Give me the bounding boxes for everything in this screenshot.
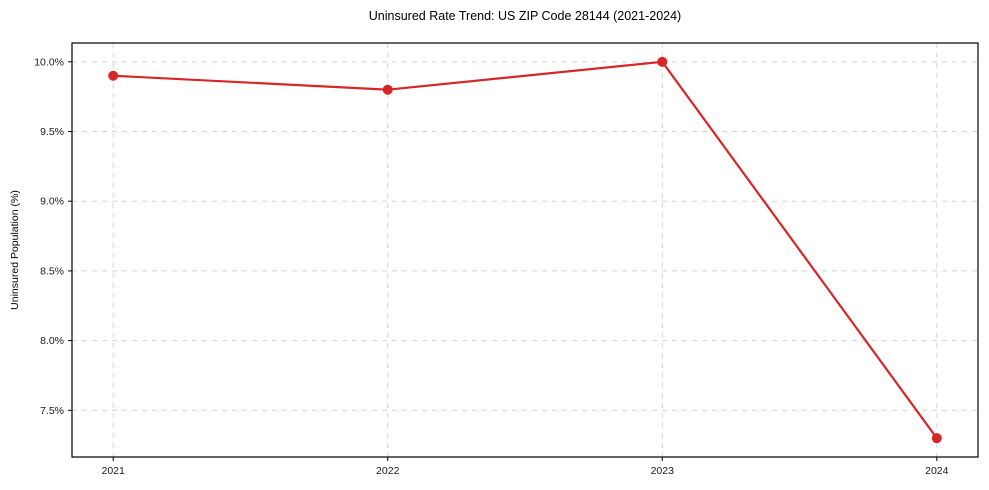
data-point xyxy=(382,84,393,95)
x-tick-label: 2022 xyxy=(376,465,400,477)
x-tick-label: 2021 xyxy=(102,465,126,477)
y-tick-label: 9.5% xyxy=(40,126,64,138)
x-tick-label: 2024 xyxy=(925,465,949,477)
data-line xyxy=(113,60,938,439)
y-tick-label: 10.0% xyxy=(34,56,64,68)
y-tick-label: 9.0% xyxy=(40,196,64,208)
data-point xyxy=(657,56,668,67)
data-point xyxy=(931,433,942,444)
y-tick-label: 8.0% xyxy=(40,335,64,347)
y-tick-label: 7.5% xyxy=(40,405,64,417)
y-tick-label: 8.5% xyxy=(40,265,64,277)
plot-border xyxy=(71,42,979,458)
x-tick-label: 2023 xyxy=(651,465,675,477)
data-point xyxy=(108,70,119,81)
chart-title: Uninsured Rate Trend: US ZIP Code 28144 … xyxy=(368,9,682,23)
